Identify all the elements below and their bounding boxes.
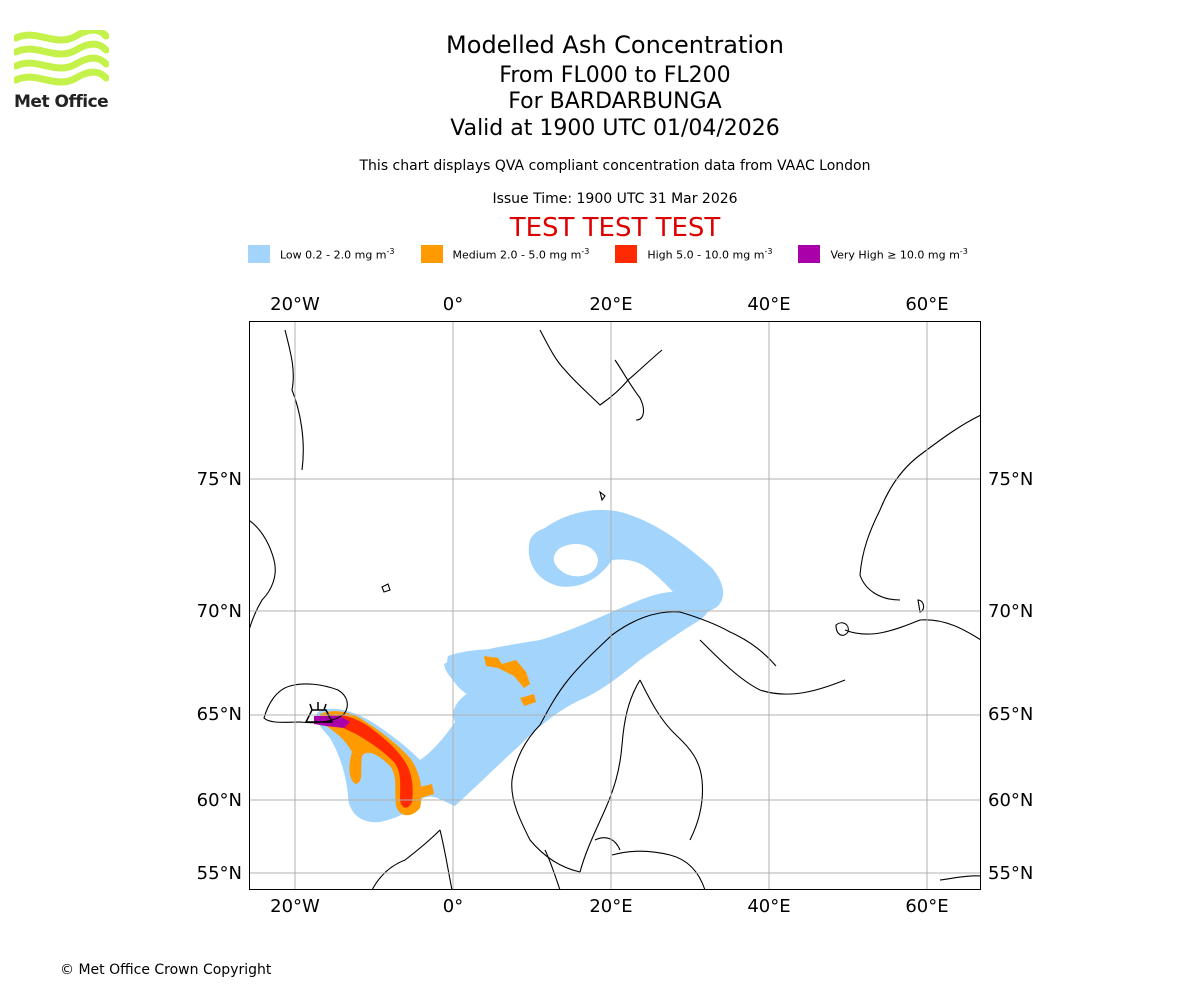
lon-tick-top: 0°	[443, 294, 463, 315]
lat-tick-right: 55°N	[988, 863, 1033, 884]
lon-tick-bottom: 20°E	[589, 896, 632, 917]
lat-tick-right: 65°N	[988, 704, 1033, 725]
legend-label: Medium 2.0 - 5.0 mg m-3	[452, 246, 590, 262]
copyright: © Met Office Crown Copyright	[60, 962, 272, 978]
valid-time: Valid at 1900 UTC 01/04/2026	[450, 116, 780, 141]
lon-tick-top: 20°E	[589, 294, 632, 315]
lat-tick-left: 60°N	[197, 790, 242, 811]
lat-tick-left: 70°N	[197, 601, 242, 622]
lat-tick-right: 60°N	[988, 790, 1033, 811]
legend-label: High 5.0 - 10.0 mg m-3	[647, 246, 773, 262]
legend-swatch	[420, 245, 443, 263]
lat-tick-left: 55°N	[197, 863, 242, 884]
legend-unit-exponent: -3	[581, 246, 590, 256]
legend-item: Medium 2.0 - 5.0 mg m-3	[420, 245, 590, 263]
legend-swatch	[248, 245, 270, 263]
legend-unit-exponent: -3	[959, 246, 968, 256]
lon-tick-bottom: 60°E	[905, 896, 948, 917]
lon-ticks-top: 20°W 0° 20°E 40°E 60°E	[270, 294, 948, 315]
legend-unit-exponent: -3	[764, 246, 773, 256]
volcano-name: For BARDARBUNGA	[508, 89, 722, 114]
lat-tick-right: 75°N	[988, 469, 1033, 490]
legend: Low 0.2 - 2.0 mg m-3 Medium 2.0 - 5.0 mg …	[248, 244, 994, 264]
met-office-wave-logo-icon	[14, 30, 109, 86]
lon-tick-top: 40°E	[747, 294, 790, 315]
legend-label: Very High ≥ 10.0 mg m-3	[830, 246, 968, 262]
lon-ticks-bottom: 20°W 0° 20°E 40°E 60°E	[270, 896, 948, 917]
test-banner: TEST TEST TEST	[509, 213, 721, 243]
lat-tick-left: 65°N	[197, 704, 242, 725]
subtitle: This chart displays QVA compliant concen…	[359, 158, 871, 174]
gridlines	[249, 321, 981, 890]
legend-item: Very High ≥ 10.0 mg m-3	[798, 245, 968, 263]
lat-tick-left: 75°N	[197, 469, 242, 490]
ash-high-area	[326, 714, 413, 808]
legend-item: High 5.0 - 10.0 mg m-3	[615, 245, 772, 263]
lat-ticks-right: 75°N 70°N 65°N 60°N 55°N	[988, 469, 1033, 884]
lon-tick-bottom: 40°E	[747, 896, 790, 917]
flight-levels: From FL000 to FL200	[499, 63, 731, 88]
issue-time: Issue Time: 1900 UTC 31 Mar 2026	[492, 191, 738, 207]
lon-tick-top: 20°W	[270, 294, 320, 315]
lon-tick-top: 60°E	[905, 294, 948, 315]
legend-label: Low 0.2 - 2.0 mg m-3	[280, 246, 395, 262]
legend-swatch	[615, 245, 638, 263]
lon-tick-bottom: 0°	[443, 896, 463, 917]
logo-text: Met Office	[14, 92, 109, 112]
coastlines	[249, 329, 981, 890]
lon-tick-bottom: 20°W	[270, 896, 320, 917]
legend-unit-exponent: -3	[386, 246, 395, 256]
lat-ticks-left: 75°N 70°N 65°N 60°N 55°N	[197, 469, 242, 884]
volcano-marker-icon	[304, 702, 334, 723]
chart-title: Modelled Ash Concentration	[446, 31, 784, 59]
map-frame	[249, 321, 981, 890]
legend-swatch	[798, 245, 821, 263]
lat-tick-right: 70°N	[988, 601, 1033, 622]
ash-medium-area	[320, 656, 536, 816]
legend-item: Low 0.2 - 2.0 mg m-3	[248, 245, 395, 263]
